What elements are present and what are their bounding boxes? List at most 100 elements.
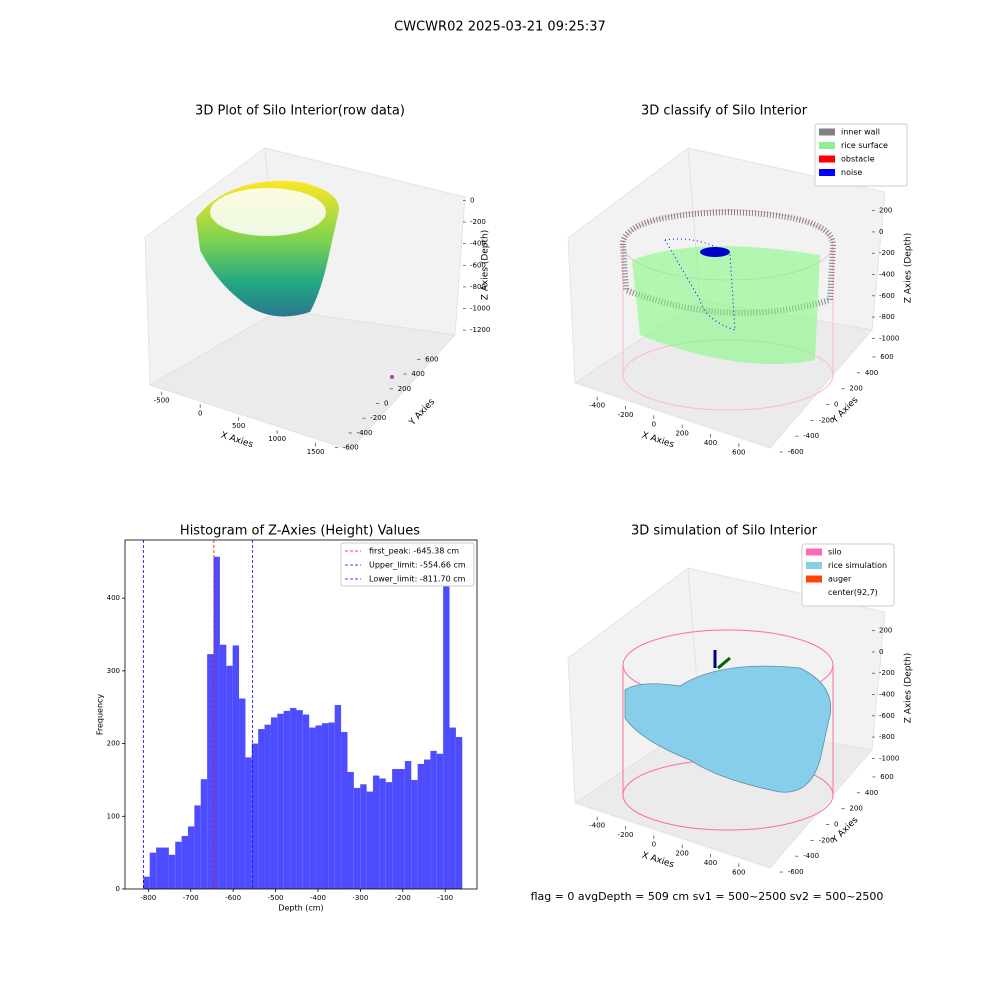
legend-swatch — [819, 128, 835, 136]
x-tick-label: 1500 — [307, 448, 325, 456]
hist-bar — [219, 644, 227, 889]
x-tick-label: -700 — [183, 894, 199, 902]
status-footer: flag = 0 avgDepth = 509 cm sv1 = 500~250… — [531, 890, 884, 903]
legend-swatch — [819, 169, 835, 176]
legend-swatch — [806, 562, 822, 569]
rice-surface — [632, 246, 820, 365]
z-tick-label: -1000 — [879, 754, 899, 762]
hist-bar — [404, 761, 412, 889]
z-axis-label: Z Axies (Depth) — [481, 230, 491, 301]
legend-swatch — [806, 589, 822, 596]
hist-bar — [162, 847, 169, 889]
hist-bar — [239, 698, 246, 889]
legend-swatch — [819, 142, 835, 149]
legend-label: inner wall — [841, 128, 880, 137]
x-tick-label: 0 — [652, 840, 656, 848]
x-tick-label: 600 — [732, 868, 745, 876]
x-tick-label: -200 — [395, 894, 411, 902]
z-tick-label: -400 — [879, 271, 895, 279]
z-tick-label: 0 — [879, 648, 883, 656]
legend-swatch — [806, 575, 822, 583]
x-tick-label: -200 — [618, 831, 634, 839]
y-tick-label: -400 — [357, 429, 373, 437]
x-tick-label: 0 — [652, 420, 656, 428]
hist-bar — [379, 778, 386, 889]
hist-bar — [296, 710, 303, 889]
hist-bar — [366, 791, 373, 889]
x-tick-label: -100 — [437, 894, 453, 902]
y-tick-label: 200 — [849, 385, 862, 393]
hist-bar — [347, 771, 354, 889]
y-tick-label: 600 — [880, 773, 893, 781]
hist-bar — [398, 769, 405, 889]
z-tick-label: -400 — [470, 240, 486, 248]
hist-bar — [302, 714, 310, 889]
x-tick-label: 200 — [675, 850, 688, 858]
auger — [717, 656, 731, 670]
z-tick-label: 200 — [879, 207, 892, 215]
rice-simulation — [624, 665, 832, 793]
legend-label: auger — [828, 575, 852, 584]
y-axis-label: Y Axies — [407, 397, 437, 429]
plot-frame — [124, 539, 478, 890]
x-tick-label: -600 — [225, 894, 241, 902]
x-tick-label: 400 — [704, 439, 717, 447]
hist-bar — [194, 805, 201, 889]
panel-title: 3D Plot of Silo Interior(row data) — [195, 104, 405, 119]
y-tick-label: 0 — [834, 821, 838, 829]
legend-label: Upper_limit: -554.66 cm — [369, 561, 466, 570]
x-tick-label: -400 — [310, 894, 326, 902]
z-tick-label: -400 — [879, 691, 895, 699]
hist-bar — [213, 556, 220, 889]
x-tick-label: -500 — [268, 894, 284, 902]
hist-bar — [258, 729, 265, 889]
y-tick-label: 200 — [849, 805, 862, 813]
legend-label: center(92,7) — [828, 588, 878, 597]
x-tick-label: 0 — [198, 409, 202, 417]
hist-bar — [309, 727, 316, 889]
hist-bar — [270, 717, 278, 889]
z-tick-label: -600 — [879, 292, 895, 300]
outlier — [390, 375, 394, 379]
x-tick-label: 500 — [232, 422, 245, 430]
y-tick-label: 300 — [107, 667, 120, 675]
hist-bar — [245, 757, 252, 889]
y-tick-label: -600 — [788, 868, 804, 876]
x-tick-label: -400 — [589, 402, 605, 410]
y-tick-label: 600 — [880, 353, 893, 361]
noise — [700, 247, 730, 257]
y-axis-label: Frequency — [96, 694, 105, 736]
z-tick-label: 0 — [879, 228, 883, 236]
legend-box — [814, 123, 908, 187]
hist-bar — [449, 727, 456, 889]
hist-bar — [417, 763, 425, 889]
y-tick-label: 200 — [398, 385, 411, 393]
y-tick-label: -600 — [788, 448, 804, 456]
legend-label: rice surface — [841, 141, 888, 150]
hist-bar — [175, 841, 182, 889]
legend-label: silo — [828, 548, 842, 557]
y-tick-label: -400 — [803, 852, 819, 860]
z-tick-label: -1000 — [470, 305, 490, 313]
y-tick-label: -200 — [819, 416, 835, 424]
z-tick-label: -800 — [879, 733, 895, 741]
hist-bar — [251, 743, 259, 889]
hist-bar — [181, 835, 189, 889]
y-tick-label: -400 — [803, 432, 819, 440]
y-tick-label: 400 — [865, 369, 878, 377]
y-tick-label: -200 — [370, 414, 386, 422]
z-tick-label: -800 — [879, 313, 895, 321]
y-tick-label: 600 — [425, 355, 438, 363]
legend-label: first_peak: -645.38 cm — [369, 547, 459, 556]
panel-title: 3D simulation of Silo Interior — [631, 524, 818, 539]
panel-3d-sim — [567, 567, 886, 869]
hist-bar — [207, 654, 214, 889]
x-tick-label: -300 — [352, 894, 368, 902]
hist-bar — [264, 724, 271, 889]
z-axis-label: Z Axies (Depth) — [904, 653, 914, 724]
x-axis-label: X Axies — [219, 431, 254, 451]
x-tick-label: -400 — [589, 822, 605, 830]
hist-bar — [232, 645, 240, 889]
y-tick-label: 200 — [107, 740, 120, 748]
